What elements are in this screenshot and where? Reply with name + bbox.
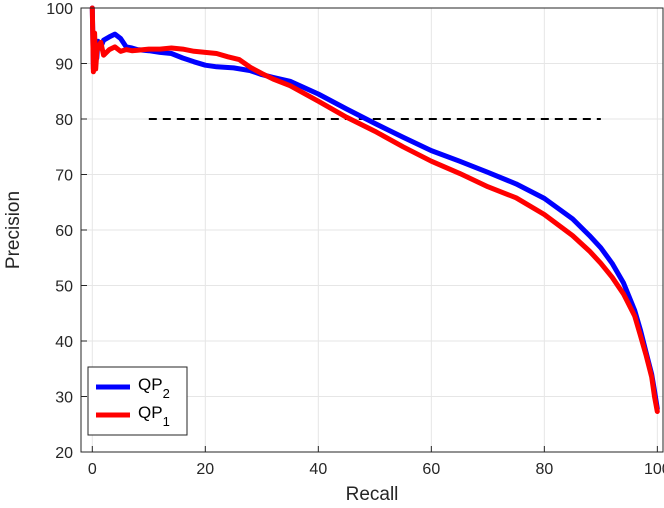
x-tick-label: 40 [309, 461, 327, 478]
legend-label-qp2-name: QP [138, 375, 163, 394]
legend-label-qp1: QP1 [138, 403, 170, 429]
y-axis-title: Precision [3, 191, 24, 269]
x-tick-label: 20 [196, 461, 214, 478]
legend-label-qp2: QP2 [138, 375, 170, 401]
y-tick-label: 80 [55, 112, 73, 129]
x-axis-title: Recall [346, 484, 399, 505]
y-tick-label: 20 [55, 445, 73, 462]
y-tick-label: 40 [55, 334, 73, 351]
legend-label-qp2-subscript: 2 [163, 386, 170, 401]
x-tick-label: 100 [644, 461, 664, 478]
tick-labels: 0 20 40 60 80 100 20 30 40 50 60 70 80 90 100 [46, 1, 664, 478]
x-tick-label: 60 [422, 461, 440, 478]
series-line-qp2 [89, 5, 660, 412]
legend-label-qp1-name: QP [138, 403, 163, 422]
series-layer [89, 5, 660, 414]
grid-lines [81, 7, 663, 453]
x-tick-label: 80 [535, 461, 553, 478]
y-tick-label: 50 [55, 279, 73, 296]
legend-entry-qp1: QP1 [96, 403, 170, 429]
y-tick-label: 90 [55, 57, 73, 74]
legend-box [87, 366, 188, 436]
legend: QP2 QP1 [87, 366, 188, 436]
legend-label-qp1-subscript: 1 [163, 414, 170, 429]
legend-entry-qp2: QP2 [96, 375, 170, 401]
y-tick-label: 60 [55, 223, 73, 240]
x-tick-label: 0 [88, 461, 97, 478]
y-tick-label: 70 [55, 168, 73, 185]
y-tick-label: 30 [55, 390, 73, 407]
series-line-qp1 [89, 5, 660, 414]
y-tick-label: 100 [46, 1, 73, 18]
